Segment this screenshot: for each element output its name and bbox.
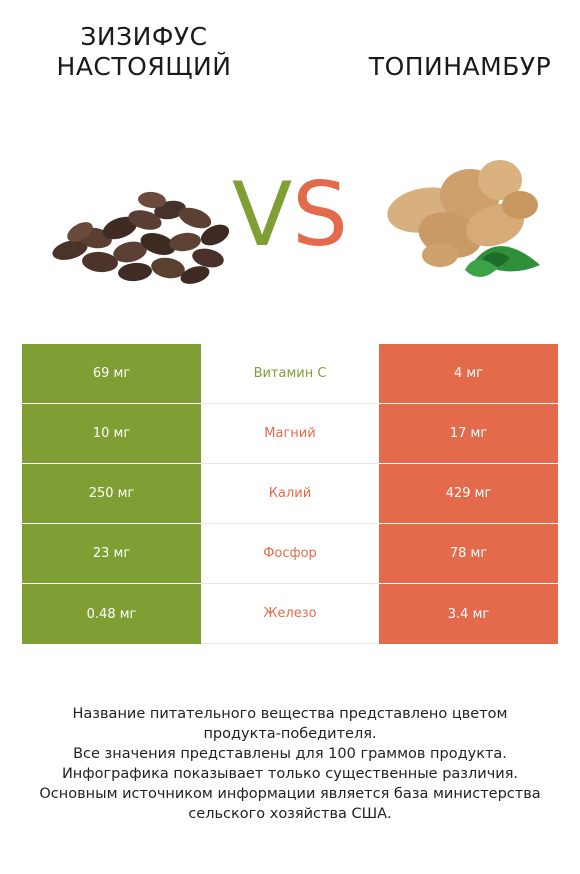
table-row: 250 мг Калий 429 мг — [22, 464, 558, 524]
left-value: 250 мг — [22, 464, 201, 524]
left-product-title: ЗИЗИФУС НАСТОЯЩИЙ — [44, 22, 244, 82]
nutrient-name: Калий — [201, 464, 379, 524]
right-value: 17 мг — [379, 404, 558, 464]
right-value: 4 мг — [379, 344, 558, 404]
leaves — [465, 246, 540, 278]
table-row: 23 мг Фосфор 78 мг — [22, 524, 558, 584]
left-value: 69 мг — [22, 344, 201, 404]
left-value: 0.48 мг — [22, 584, 201, 644]
footer-line: Все значения представлены для 100 граммо… — [73, 746, 507, 762]
table-row: 0.48 мг Железо 3.4 мг — [22, 584, 558, 644]
right-value: 429 мг — [379, 464, 558, 524]
footer-line: Инфографика показывает только существенн… — [61, 766, 519, 782]
nutrient-name: Витамин C — [201, 344, 379, 404]
comparison-table: 69 мг Витамин C 4 мг 10 мг Магний 17 мг … — [22, 344, 558, 644]
left-title-line2: НАСТОЯЩИЙ — [56, 52, 232, 81]
vs-s: S — [292, 163, 349, 266]
right-value: 3.4 мг — [379, 584, 558, 644]
right-value: 78 мг — [379, 524, 558, 584]
footer-line: Основным источником информации является … — [39, 786, 541, 802]
vs-v: V — [231, 163, 293, 266]
right-product-title: ТОПИНАМБУР — [368, 52, 552, 81]
table-row: 69 мг Витамин C 4 мг — [22, 344, 558, 404]
vs-label: VS — [222, 165, 358, 265]
table-row: 10 мг Магний 17 мг — [22, 404, 558, 464]
beans-pile — [52, 191, 230, 284]
left-value: 23 мг — [22, 524, 201, 584]
nutrient-name: Магний — [201, 404, 379, 464]
footer-line: Название питательного вещества представл… — [72, 706, 508, 722]
nutrient-name: Железо — [201, 584, 379, 644]
nutrient-name: Фосфор — [201, 524, 379, 584]
footer-line: сельского хозяйства США. — [188, 806, 392, 822]
jerusalem-artichoke-image — [387, 160, 540, 278]
left-value: 10 мг — [22, 404, 201, 464]
left-title-line1: ЗИЗИФУС — [80, 22, 208, 51]
jujube-image — [52, 191, 230, 284]
footer-notes: Название питательного вещества представл… — [20, 704, 560, 824]
tubers — [387, 160, 538, 267]
footer-line: продукта-победителя. — [203, 726, 377, 742]
